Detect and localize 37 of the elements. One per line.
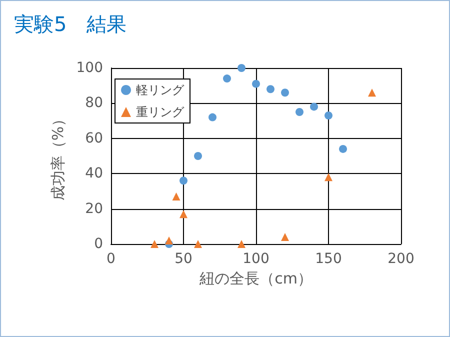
point [281,232,289,241]
y-tick-label: 80 [85,95,103,112]
chart-title: 実験5 結果 [14,12,127,36]
x-tick-label: 0 [106,251,116,267]
point [194,152,202,160]
point [180,176,188,185]
point [150,240,158,248]
legend-label: 軽リング [136,83,185,97]
x-tick-label: 100 [242,251,270,267]
y-axis-title: 成功率（%） [48,111,67,201]
y-tick-label: 100 [76,60,103,76]
point [208,113,216,122]
x-tick-label: 150 [315,251,342,267]
y-tick-label: 40 [85,166,103,182]
point [266,85,274,94]
point [310,102,318,111]
y-tick-label: 60 [85,130,103,146]
point [368,88,376,97]
point [339,144,347,153]
x-tick-label: 200 [388,251,414,267]
legend-label: 重リング [136,105,185,119]
point [194,240,202,248]
x-axis-title: 紐の全長（cm） [198,269,312,288]
point [296,108,304,116]
point [238,64,246,72]
y-tick-label: 0 [94,236,103,252]
point [281,88,289,97]
point [180,210,188,218]
point [324,112,332,120]
point [252,80,260,88]
y-tick-label: 20 [85,200,103,217]
point [165,236,173,244]
point [324,173,332,182]
point [223,74,231,83]
point [172,192,180,200]
point [238,240,246,248]
x-tick-label: 50 [174,251,192,267]
